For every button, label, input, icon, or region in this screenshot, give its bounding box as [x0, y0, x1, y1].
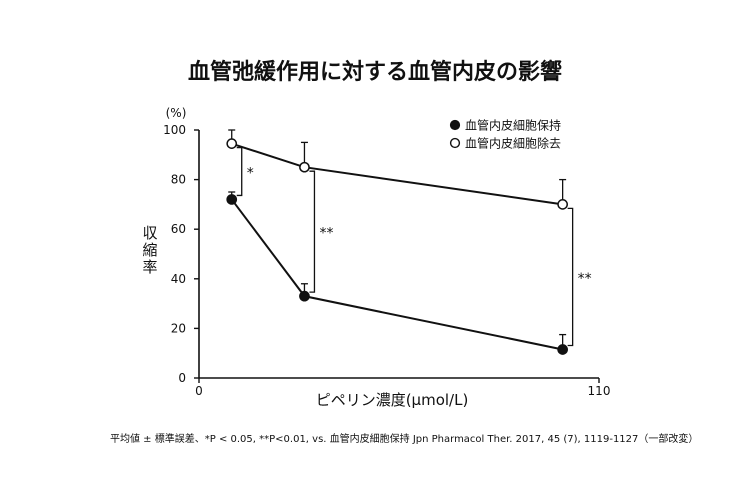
data-point: [557, 199, 568, 210]
y-tick-label: 0: [178, 371, 186, 385]
data-point: [299, 161, 310, 173]
y-ticks: 0 20 40 60 80 100: [163, 123, 199, 385]
x-tick-label: 110: [588, 384, 611, 398]
bracket-line: [309, 170, 316, 293]
bracket-line: [236, 146, 243, 197]
axes: [198, 130, 599, 379]
y-tick-label: 20: [171, 321, 186, 335]
y-axis-unit: (%): [166, 106, 187, 120]
bracket-line: [567, 207, 574, 347]
series-line: [230, 198, 563, 351]
y-tick-label: 80: [171, 173, 186, 187]
significance-bracket: **: [567, 207, 592, 347]
y-tick-label: 60: [171, 222, 186, 236]
series-1: [226, 191, 568, 355]
series-line: [231, 142, 563, 206]
y-tick-label: 40: [171, 272, 186, 286]
series-2: [226, 129, 568, 210]
y-axis-label-text: 収縮率: [142, 224, 157, 276]
data-point: [299, 290, 310, 302]
legend-label: 血管内皮細胞除去: [465, 136, 561, 151]
legend-label: 血管内皮細胞保持: [465, 118, 561, 133]
significance-bracket: **: [309, 170, 333, 293]
significance-label: **: [319, 226, 333, 242]
x-tick-label: 0: [195, 384, 203, 398]
series-layer: [226, 129, 568, 355]
x-ticks: 0 110: [195, 378, 610, 398]
legend-marker: [449, 119, 461, 131]
significance-bracket: *: [236, 146, 254, 197]
x-axis-label: ピペリン濃度(µmol/L): [316, 391, 469, 409]
legend-marker: [449, 137, 461, 149]
significance-brackets: *****: [236, 146, 592, 347]
data-point: [226, 194, 238, 205]
legend-item: 血管内皮細胞除去: [449, 136, 561, 151]
significance-label: **: [578, 271, 592, 287]
data-point: [226, 138, 238, 149]
y-axis-label: 収縮率: [142, 224, 157, 276]
legend-item: 血管内皮細胞保持: [449, 118, 561, 133]
data-point: [557, 344, 568, 355]
significance-label: *: [247, 166, 254, 182]
y-tick-label: 100: [163, 123, 186, 137]
footnote: 平均値 ± 標準誤差、*P < 0.05, **P<0.01, vs. 血管内皮…: [110, 432, 698, 445]
chart-title: 血管弛緩作用に対する血管内皮の影響: [188, 59, 562, 85]
